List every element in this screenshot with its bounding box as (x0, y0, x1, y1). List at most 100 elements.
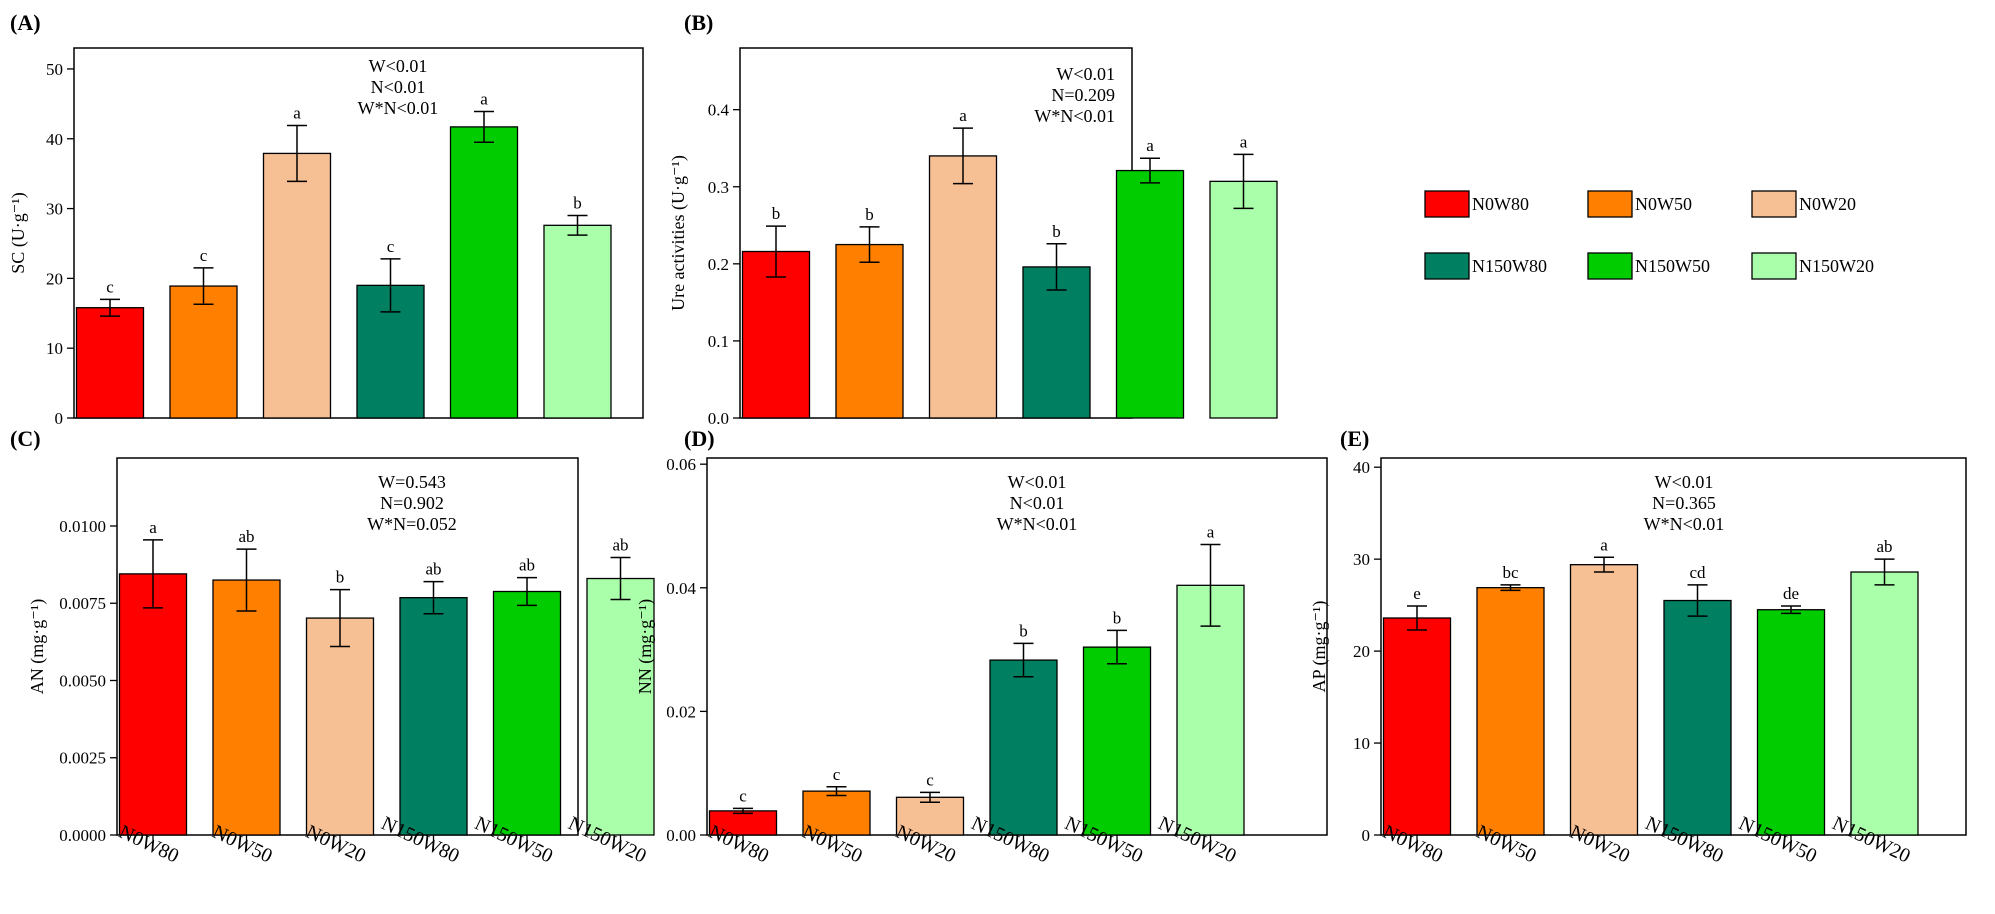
panel-label: (A) (10, 10, 41, 35)
bar-n0w80 (75, 307, 145, 419)
y-tick-label: 0.1 (708, 332, 729, 351)
significance-letter: a (1146, 136, 1154, 155)
legend-entry-n150w20: N150W20 (1751, 252, 1874, 280)
bar-n0w50 (835, 243, 904, 419)
bar-n150w80 (1663, 599, 1732, 836)
panel-label: (C) (10, 426, 41, 451)
significance-letter: ab (519, 556, 535, 575)
significance-letter: a (480, 90, 488, 109)
stat-text: N<0.01 (371, 77, 426, 97)
legend-label: N150W80 (1472, 256, 1547, 276)
significance-letter: a (149, 518, 157, 537)
significance-letter: ab (1876, 537, 1892, 556)
y-tick-label: 0.0025 (59, 749, 106, 768)
significance-letter: e (1413, 584, 1421, 603)
bar-n0w80 (1382, 617, 1452, 836)
significance-letter: a (959, 106, 967, 125)
y-tick-label: 10 (46, 339, 63, 358)
y-tick-label: 30 (1353, 550, 1370, 569)
panel-label: (B) (684, 10, 713, 35)
legend-entry-n150w80: N150W80 (1424, 252, 1547, 280)
significance-letter: ab (612, 536, 628, 555)
significance-letter: b (865, 205, 874, 224)
significance-letter: ab (425, 560, 441, 579)
legend-label: N0W20 (1799, 194, 1856, 214)
stat-text: W<0.01 (1056, 64, 1115, 84)
panel-label: (D) (684, 426, 715, 451)
bar-n150w50 (1115, 169, 1185, 419)
bar-group-n150w20: b (543, 194, 612, 419)
y-tick-label: 0.0050 (59, 671, 106, 690)
stat-text: N=0.902 (380, 493, 444, 513)
bar-group-n0w50: c (169, 246, 238, 419)
y-tick-label: 30 (46, 200, 63, 219)
y-tick-label: 40 (46, 130, 63, 149)
legend: N0W80 N0W50 N0W20 N150W80 N150W50 N150W20 (1424, 190, 1874, 280)
y-tick-label: 0.04 (666, 579, 696, 598)
bar-n150w50 (1756, 609, 1826, 836)
y-tick-label: 0.02 (666, 702, 696, 721)
bar-group-n150w50: a (449, 90, 519, 419)
stat-text: W<0.01 (369, 56, 428, 76)
panel-b: (B) 0.0 0.1 0.2 0.3 0.4 Ure activities (U·g⁻¹)… (668, 10, 1278, 428)
significance-letter: b (1019, 621, 1028, 640)
significance-letter: a (1207, 523, 1215, 542)
y-tick-label: 0 (55, 409, 64, 428)
legend-entry-n150w50: N150W50 (1587, 252, 1710, 280)
bar-n150w50 (449, 126, 519, 419)
y-tick-label: 0.00 (666, 826, 696, 845)
significance-letter: c (200, 246, 208, 265)
bar-group-n0w80: b (741, 204, 811, 419)
bar-n0w80 (118, 573, 188, 836)
bar-n0w20 (305, 617, 375, 836)
stat-text: W*N=0.052 (367, 514, 457, 534)
bar-group-n150w80: b (1022, 222, 1091, 419)
bar-n0w20 (262, 152, 332, 419)
bar-n0w80 (708, 810, 778, 836)
legend-label: N150W50 (1635, 256, 1710, 276)
bar-n150w20 (543, 224, 612, 419)
y-tick-label: 0.0000 (59, 826, 106, 845)
bar-n150w80 (989, 659, 1058, 836)
y-axis-label: Ure activities (U·g⁻¹) (668, 155, 689, 311)
y-tick-label: 0 (1362, 826, 1371, 845)
bar-n0w20 (1569, 564, 1639, 836)
legend-entry-n0w50: N0W50 (1587, 190, 1692, 218)
bar-group-n150w20: a (1209, 132, 1278, 419)
significance-letter: b (1052, 222, 1061, 241)
legend-label: N150W20 (1799, 256, 1874, 276)
significance-letter: c (833, 765, 841, 784)
bar-group-n0w20: a (928, 106, 998, 419)
y-tick-label: 0.06 (666, 455, 696, 474)
stat-text: W*N<0.01 (1034, 106, 1115, 126)
legend-entry-n0w80: N0W80 (1424, 190, 1529, 218)
significance-letter: b (772, 204, 781, 223)
significance-letter: b (573, 194, 582, 213)
stat-text: N=0.209 (1051, 85, 1115, 105)
y-tick-label: 20 (1353, 642, 1370, 661)
bar-n0w50 (1476, 587, 1545, 836)
legend-label: N0W50 (1635, 194, 1692, 214)
significance-letter: c (739, 786, 747, 805)
significance-letter: a (1240, 132, 1248, 151)
legend-entry-n0w20: N0W20 (1751, 190, 1856, 218)
bar-n0w50 (802, 790, 871, 836)
y-tick-label: 50 (46, 60, 63, 79)
y-axis-label: AN (mg·g⁻¹) (27, 599, 48, 694)
bar-group-n0w80: c (75, 277, 145, 419)
